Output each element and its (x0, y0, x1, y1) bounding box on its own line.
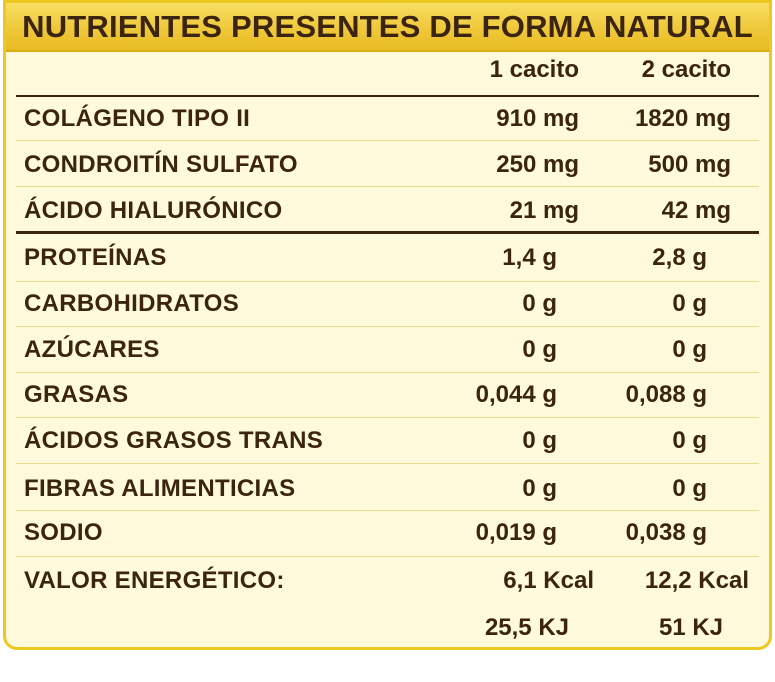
row-value-1: 0 g (522, 475, 557, 502)
energy-kcal-1: 6,1 Kcal (503, 567, 594, 594)
row-value-2: 0,038 g (625, 519, 707, 546)
row-divider (16, 186, 759, 187)
row-label: PROTEÍNAS (24, 244, 167, 271)
energy-kj-2: 51 KJ (658, 614, 723, 641)
row-label: SODIO (24, 519, 103, 546)
row-value-2: 0 g (672, 427, 707, 454)
row-value-1: 1,4 g (502, 244, 557, 271)
row-value-1: 0,044 g (475, 381, 557, 408)
row-label: ÁCIDO HIALURÓNICO (24, 197, 283, 224)
energy-kj-1: 25,5 KJ (484, 614, 569, 641)
row-divider (16, 326, 759, 327)
column-header-1: 1 cacito (489, 56, 579, 83)
row-divider (16, 556, 759, 557)
row-divider (16, 417, 759, 418)
row-divider (16, 463, 759, 464)
table-title: NUTRIENTES PRESENTES DE FORMA NATURAL (22, 9, 753, 44)
energy-label: VALOR ENERGÉTICO: (24, 567, 285, 594)
row-label: COLÁGENO TIPO II (24, 105, 251, 132)
row-value-2: 0 g (672, 336, 707, 363)
row-label: AZÚCARES (24, 336, 160, 363)
row-label: ÁCIDOS GRASOS TRANS (24, 427, 324, 454)
row-value-1: 910 mg (496, 105, 579, 132)
row-divider (16, 372, 759, 373)
row-value-2: 500 mg (648, 151, 731, 178)
row-value-1: 0,019 g (475, 519, 557, 546)
row-label: CONDROITÍN SULFATO (24, 151, 298, 178)
row-value-1: 250 mg (496, 151, 579, 178)
row-label: GRASAS (24, 381, 129, 408)
row-label: FIBRAS ALIMENTICIAS (24, 475, 296, 502)
section-divider (16, 231, 759, 234)
energy-kcal-2: 12,2 Kcal (644, 567, 749, 594)
row-value-2: 0,088 g (625, 381, 707, 408)
row-value-1: 0 g (522, 427, 557, 454)
title-bar: NUTRIENTES PRESENTES DE FORMA NATURAL (6, 3, 769, 52)
row-value-2: 42 mg (661, 197, 731, 224)
row-value-2: 0 g (672, 290, 707, 317)
row-divider (16, 140, 759, 141)
row-divider (16, 281, 759, 282)
header-divider (16, 95, 759, 97)
row-value-2: 0 g (672, 475, 707, 502)
row-value-2: 1820 mg (634, 105, 731, 132)
row-label: CARBOHIDRATOS (24, 290, 240, 317)
row-value-1: 0 g (522, 336, 557, 363)
nutrition-panel: NUTRIENTES PRESENTES DE FORMA NATURAL 1 … (3, 0, 772, 650)
row-divider (16, 510, 759, 511)
row-value-2: 2,8 g (652, 244, 707, 271)
row-value-1: 21 mg (509, 197, 579, 224)
row-value-1: 0 g (522, 290, 557, 317)
column-header-2: 2 cacito (641, 56, 731, 83)
